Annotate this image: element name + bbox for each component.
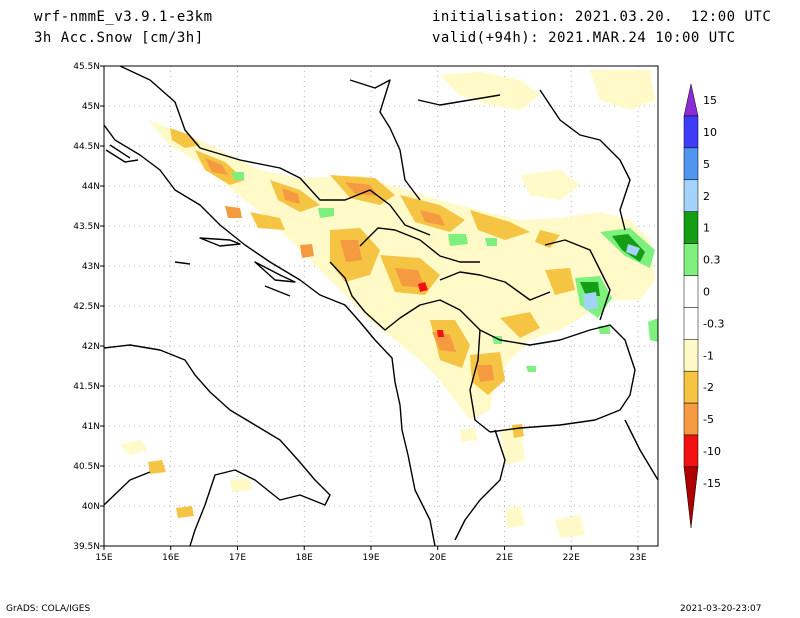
colorbar-label: -2 — [703, 381, 714, 394]
colorbar-swatch — [683, 115, 699, 149]
colorbar-top-arrow — [683, 83, 699, 117]
lat-label: 43.5N — [73, 222, 100, 232]
snow-extreme — [418, 282, 444, 337]
init-time: initialisation: 2021.03.20. 12:00 UTC — [432, 9, 772, 25]
colorbar-label: 10 — [703, 126, 717, 139]
lat-label: 41.5N — [73, 382, 100, 392]
lat-label: 45.5N — [73, 62, 100, 72]
lat-label: 45N — [82, 102, 100, 112]
colorbar-label: -10 — [703, 445, 721, 458]
colorbar-swatch — [683, 339, 699, 372]
model-title: wrf-nmmE_v3.9.1-e3km — [34, 9, 213, 25]
timestamp-label: 2021-03-20-23:07 — [680, 604, 762, 614]
colorbar-label: 0.3 — [703, 254, 721, 267]
colorbar-swatch — [683, 179, 699, 212]
colorbar-swatch — [683, 243, 699, 276]
colorbar-label: -0.3 — [703, 317, 724, 330]
lon-label: 16E — [162, 553, 179, 563]
lon-label: 17E — [229, 553, 246, 563]
lat-label: 42.5N — [73, 302, 100, 312]
lat-label: 42N — [82, 342, 100, 352]
snow-field — [104, 66, 658, 546]
colorbar-label: 2 — [703, 190, 710, 203]
colorbar-label: -15 — [703, 477, 721, 490]
colorbar-swatch — [683, 402, 699, 436]
colorbar-label: -1 — [703, 349, 714, 362]
variable-title: 3h Acc.Snow [cm/3h] — [34, 30, 204, 46]
colorbar-label: 1 — [703, 222, 710, 235]
lon-label: 19E — [362, 553, 379, 563]
valid-time: valid(+94h): 2021.MAR.24 10:00 UTC — [432, 30, 736, 46]
lat-label: 41N — [82, 422, 100, 432]
colorbar: 15 10 5 2 1 0.3 0 -0.3 -1 -2 -5 -10 -15 — [683, 83, 724, 529]
lon-label: 21E — [496, 553, 513, 563]
lat-label: 39.5N — [73, 542, 100, 552]
borders-and-coasts — [104, 66, 658, 546]
colorbar-swatch — [683, 275, 699, 308]
lon-label: 23E — [629, 553, 646, 563]
lat-label: 44N — [82, 182, 100, 192]
colorbar-label: 15 — [703, 94, 717, 107]
snow-light — [120, 70, 655, 538]
colorbar-swatch — [683, 211, 699, 244]
lat-label: 43N — [82, 262, 100, 272]
lon-label: 15E — [95, 553, 112, 563]
lon-label: 20E — [429, 553, 446, 563]
credit-label: GrADS: COLA/IGES — [6, 604, 91, 614]
colorbar-swatch — [683, 307, 699, 340]
colorbar-label: 0 — [703, 285, 710, 298]
lat-label: 40N — [82, 502, 100, 512]
colorbar-swatch — [683, 370, 699, 404]
colorbar-label: 5 — [703, 158, 710, 171]
lon-label: 22E — [563, 553, 580, 563]
lat-label: 44.5N — [73, 142, 100, 152]
colorbar-bottom-arrow — [683, 466, 699, 529]
colorbar-label: -5 — [703, 413, 714, 426]
colorbar-swatch — [683, 434, 699, 468]
melt-strong — [583, 244, 640, 310]
colorbar-swatch — [683, 147, 699, 181]
lat-label: 40.5N — [73, 462, 100, 472]
axis-ticks: 45.5N 45N 44.5N 44N 43.5N 43N 42.5N 42N 41.5N 41N… — [73, 62, 647, 563]
lon-label: 18E — [296, 553, 313, 563]
